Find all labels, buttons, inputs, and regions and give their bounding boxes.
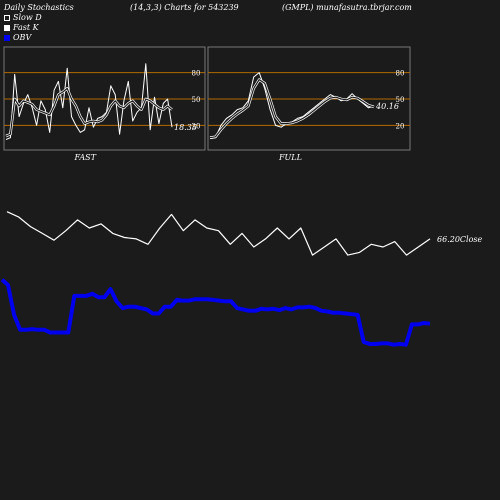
- fast-series-slow-d: [5, 87, 173, 137]
- legend-swatch-obv: [4, 35, 10, 41]
- full-series-fast-k: [209, 72, 375, 140]
- fast-y-tick-80: 80: [192, 70, 201, 78]
- last-close-label: 66.20Close: [437, 235, 483, 244]
- fast-series-fast-k: [5, 63, 173, 140]
- full-y-tick-50: 50: [396, 96, 405, 104]
- legend-swatch-slow-d: [4, 15, 10, 21]
- legend-label-slow-d: Slow D: [13, 13, 42, 22]
- full-y-tick-20: 20: [396, 122, 405, 130]
- close-price-line: [6, 211, 431, 256]
- full-y-tick-80: 80: [396, 70, 405, 78]
- full-last-value-label: 40.16: [375, 102, 399, 111]
- legend-swatch-fast-k: [4, 25, 10, 31]
- legend-item-slow-d: Slow D: [4, 13, 42, 22]
- legend-item-obv: OBV: [4, 33, 31, 42]
- legend-label-obv: OBV: [13, 33, 32, 42]
- full-series-slow-d: [209, 78, 375, 139]
- fast-last-value-label: 18.35: [174, 123, 197, 132]
- legend-item-fast-k: Fast K: [4, 23, 39, 32]
- header-source: (GMPL) munafasutra.tbrjar.com: [282, 3, 412, 12]
- fast-y-tick-50: 50: [192, 96, 201, 104]
- header-params: (14,3,3) Charts for 543239: [130, 3, 239, 12]
- fast-panel-title: FAST: [74, 153, 97, 162]
- full-series-slow-d-outline: [209, 78, 375, 139]
- fast-series-slow-d-outline: [5, 87, 173, 138]
- legend-label-fast-k: Fast K: [13, 23, 39, 32]
- full-panel-title: FULL: [278, 153, 302, 162]
- fast-y-tick-20: 20: [192, 122, 201, 130]
- header-left: Daily Stochastics: [4, 3, 74, 12]
- obv-line: [0, 278, 431, 347]
